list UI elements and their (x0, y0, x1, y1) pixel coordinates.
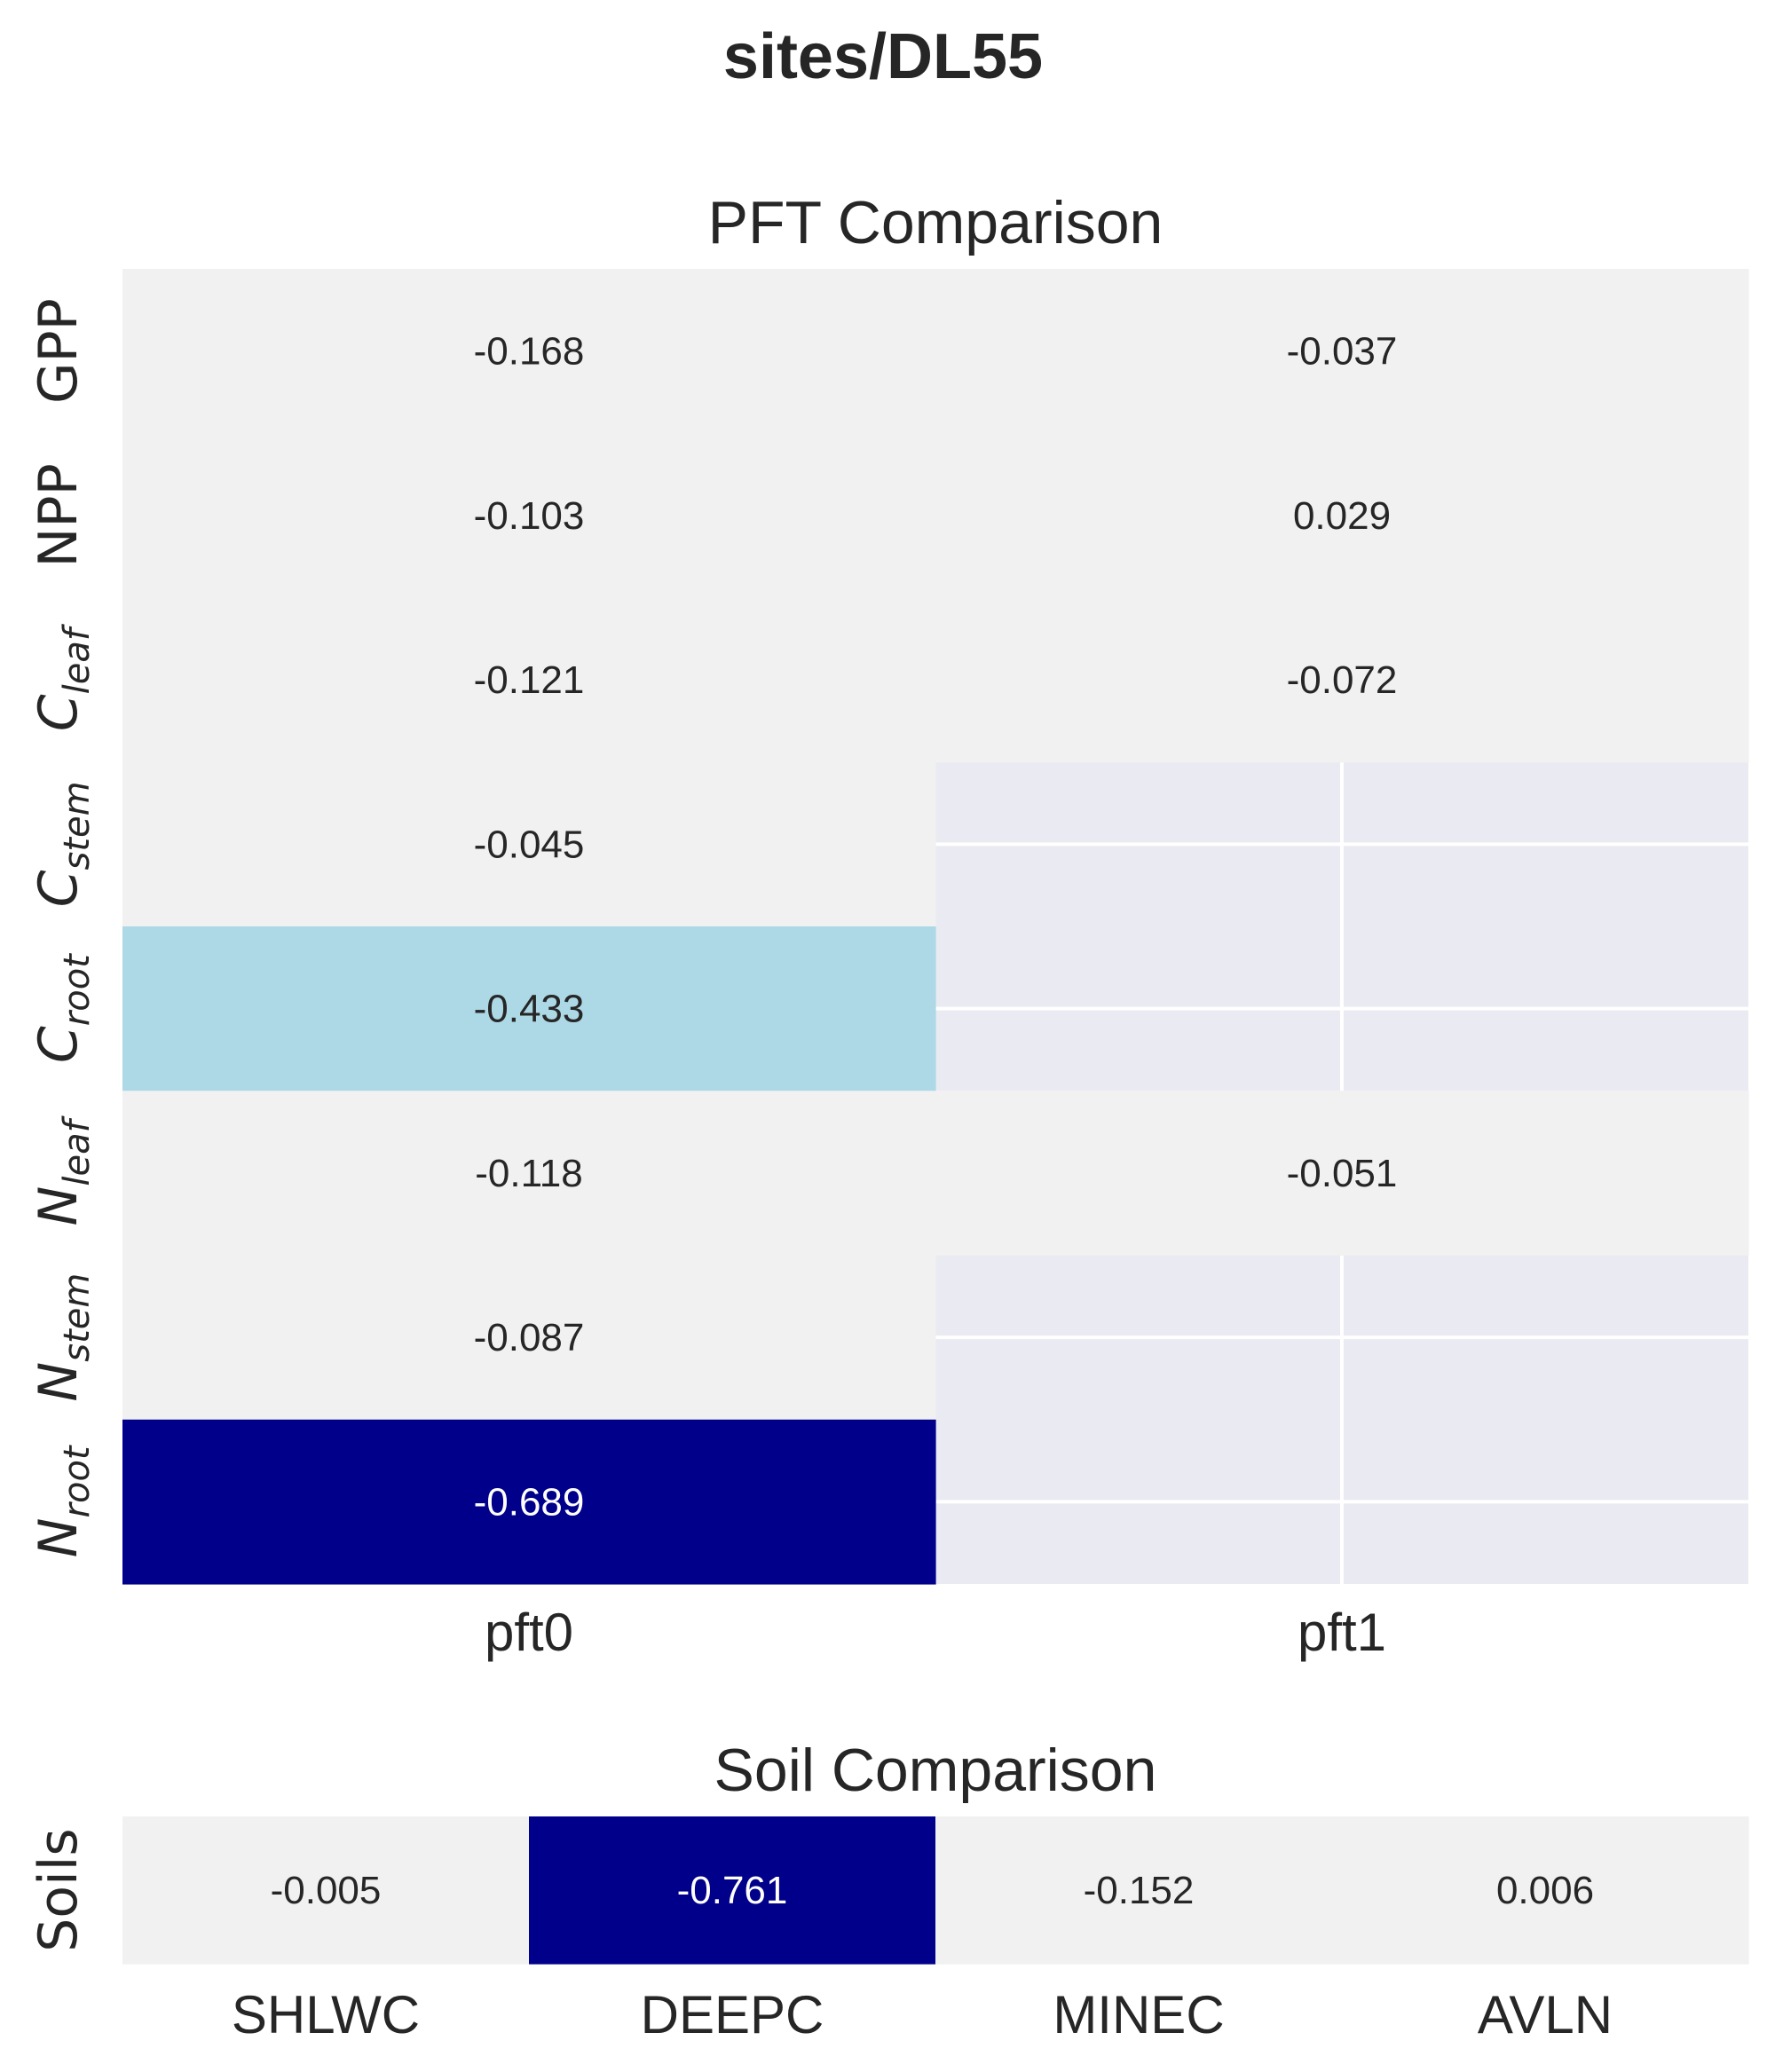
figure-title: sites/DL55 (723, 21, 1043, 92)
pft-heatmap-title: PFT Comparison (708, 189, 1164, 256)
pft-cell-value: -0.051 (1287, 1152, 1398, 1195)
pft-y-tick-subscript: stem (57, 1273, 98, 1362)
soil-y-tick-label: Soils (28, 1828, 90, 1951)
pft-y-tick-label: Nleaf (28, 1115, 98, 1225)
soil-cell-value: -0.152 (1084, 1869, 1195, 1912)
soil-x-tick-label: MINEC (1053, 1985, 1224, 2044)
pft-cell-value: -0.118 (475, 1152, 583, 1195)
pft-y-tick-subscript: leaf (57, 623, 98, 694)
pft-x-tick-label: pft0 (485, 1603, 573, 1662)
pft-cell-value: 0.029 (1293, 494, 1391, 538)
pft-y-tick-subscript: stem (57, 781, 98, 870)
soil-cell-value: 0.006 (1496, 1869, 1594, 1912)
pft-y-tick-label: Cleaf (28, 623, 98, 731)
pft-y-tick-base: N (28, 1186, 90, 1226)
pft-y-tick-label: NPP (28, 463, 90, 567)
pft-y-tick-subscript: root (57, 953, 98, 1026)
pft-cell-value: -0.121 (474, 658, 585, 702)
soil-comparison-heatmap: Soil Comparison -0.005 -0.761 -0.152 0.006 … (28, 1737, 1749, 2044)
soil-y-tick-base: Soils (28, 1828, 90, 1951)
pft-y-tick-label: Nroot (28, 1445, 98, 1557)
pft-cell-value: -0.087 (474, 1316, 585, 1359)
pft-comparison-heatmap: PFT Comparison -0.168 -0.037 -0.103 0.029 -0… (28, 189, 1749, 1662)
pft-x-tick-label: pft1 (1298, 1603, 1386, 1662)
soil-cell-value: -0.761 (677, 1869, 788, 1912)
pft-cell-value: -0.072 (1287, 658, 1398, 702)
soil-heatmap-title: Soil Comparison (714, 1737, 1157, 1804)
soil-x-tick-label: AVLN (1478, 1985, 1613, 2044)
pft-y-tick-base: C (28, 870, 90, 907)
pft-y-tick-base: N (28, 1517, 90, 1557)
pft-y-tick-base: C (28, 1026, 90, 1063)
pft-cell-value: -0.045 (474, 823, 585, 866)
pft-y-tick-base: GPP (28, 298, 90, 404)
soil-x-tick-label: SHLWC (232, 1985, 420, 2044)
pft-y-tick-base: N (28, 1362, 90, 1402)
pft-cell-value: -0.433 (474, 988, 585, 1031)
pft-cell-value: -0.168 (474, 330, 585, 374)
pft-y-tick-base: C (28, 694, 90, 731)
pft-cell-value: -0.103 (474, 494, 585, 538)
pft-y-tick-label: Croot (28, 953, 98, 1063)
pft-y-tick-label: Nstem (28, 1273, 98, 1402)
pft-y-tick-label: Cstem (28, 781, 98, 907)
pft-y-tick-base: NPP (28, 463, 90, 567)
soil-cell-value: -0.005 (271, 1869, 382, 1912)
soil-x-tick-label: DEEPC (641, 1985, 824, 2044)
pft-y-tick-subscript: root (57, 1445, 98, 1517)
pft-cell-value: -0.689 (474, 1480, 585, 1524)
pft-cell-value: -0.037 (1287, 330, 1398, 374)
pft-y-tick-subscript: leaf (57, 1115, 98, 1186)
pft-y-tick-label: GPP (28, 298, 90, 404)
